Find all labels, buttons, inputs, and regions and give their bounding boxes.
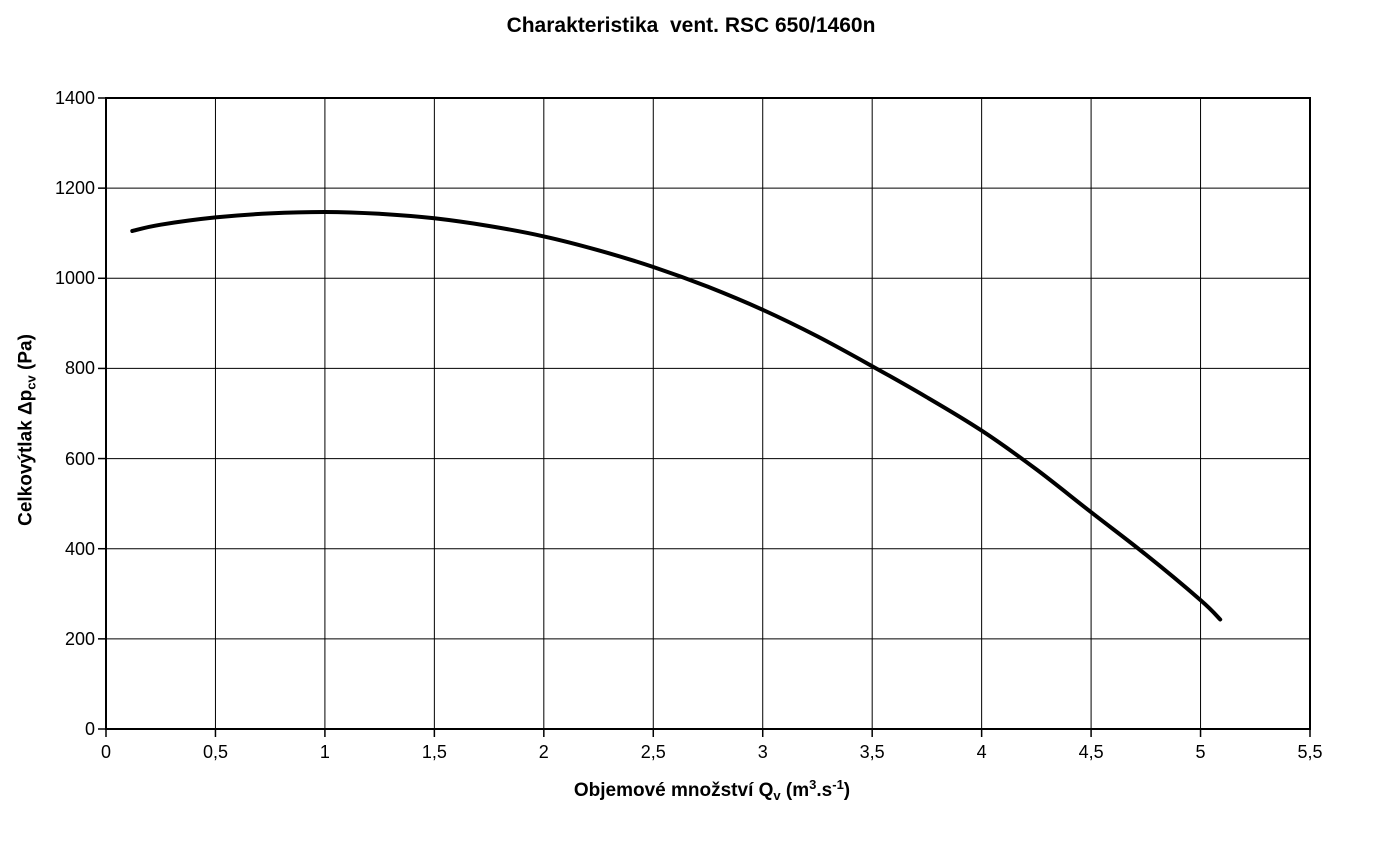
y-tick-label: 0 [84,719,95,739]
y-tick-label: 1200 [54,178,95,199]
x-tick-label: 5 [1195,742,1206,762]
y-tick-label: 200 [64,628,95,649]
axis-label-part: -1 [832,777,844,792]
x-tick-label: 3,5 [859,742,885,762]
x-tick-label: 1 [319,742,330,762]
x-axis-label: Objemové množství Qv (m3.s-1) [574,777,850,803]
axis-label-part: .s [816,780,833,801]
x-tick-label: 1,5 [421,742,447,762]
y-tick-label: 800 [64,358,95,379]
x-tick-label: 3 [757,742,768,762]
fan-characteristic-curve [130,210,1223,622]
x-tick-label: 4,5 [1078,742,1104,762]
axis-label-part: (m [780,780,810,801]
plot-frame [105,97,1311,730]
axis-label-part: v [773,788,781,803]
axis-label-part: ) [843,780,851,801]
axis-label-part: Celkovýtlak Δp [15,389,37,526]
chart-title: Charakteristika vent. RSC 650/1460n [506,14,876,37]
x-tick-label: 0,5 [202,742,228,762]
y-tick-label: 1000 [54,268,95,289]
axis-label-part: (Pa) [15,334,37,376]
y-axis-label: Celkovýtlak Δpcv (Pa) [16,334,39,526]
x-tick-label: 5,5 [1297,742,1323,762]
x-tick-label: 2,5 [640,742,666,762]
y-tick-label: 400 [64,538,95,559]
y-tick-label: 600 [64,448,95,469]
x-tick-label: 0 [100,742,112,762]
axis-label-part: cv [23,375,39,390]
x-tick-label: 2 [538,742,549,762]
y-tick-label: 1400 [54,88,95,108]
x-tick-label: 4 [976,742,987,762]
axis-label-part: 3 [809,777,817,792]
axis-label-part: Objemové množství Q [573,780,774,801]
